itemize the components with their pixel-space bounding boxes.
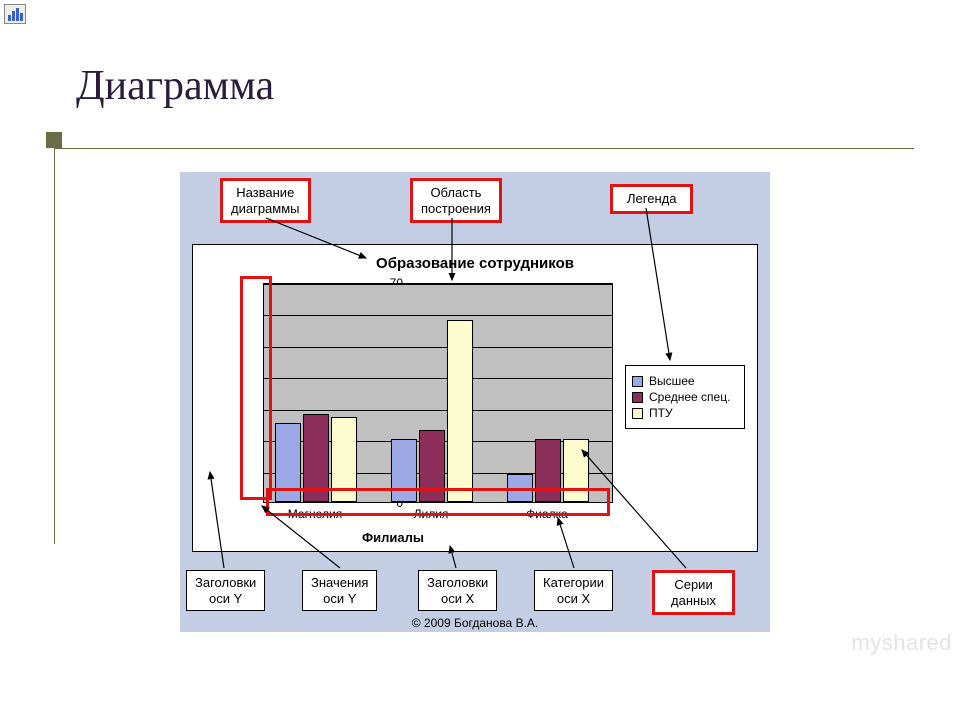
accent-hline [54, 148, 914, 149]
plot-area [263, 283, 613, 503]
legend-item: ПТУ [632, 406, 738, 420]
callout-text: Заголовкиоси Y [195, 575, 256, 606]
highlight-y-values [240, 276, 272, 500]
copyright: © 2009 Богданова В.А. [180, 616, 770, 630]
legend-label: Высшее [649, 374, 695, 388]
callout-text: Названиедиаграммы [231, 185, 300, 216]
callout-data-series: Серииданных [652, 570, 735, 615]
legend-swatch [632, 392, 643, 403]
legend-item: Высшее [632, 374, 738, 388]
chart-icon [4, 4, 26, 24]
bar [447, 320, 473, 502]
callout-text: Серииданных [671, 577, 716, 608]
callout-x-title: Заголовкиоси X [418, 570, 497, 611]
legend-item: Среднее спец. [632, 390, 738, 404]
callout-text: Заголовкиоси X [427, 575, 488, 606]
legend-swatch [632, 376, 643, 387]
accent-vline [54, 148, 55, 544]
highlight-x-categories [266, 488, 610, 516]
legend-swatch [632, 408, 643, 419]
bars-container [264, 284, 612, 502]
chart-title: Образование сотрудников [193, 255, 757, 272]
figure: Названиедиаграммы Областьпостроения Леге… [180, 172, 770, 632]
callout-text: Областьпостроения [421, 185, 491, 216]
page-title: Диаграмма [76, 62, 274, 110]
legend-label: Среднее спец. [649, 390, 730, 404]
callout-plot-area: Областьпостроения [410, 178, 502, 223]
callout-text: Категорииоси X [543, 575, 604, 606]
callout-y-title: Заголовкиоси Y [186, 570, 265, 611]
callout-x-categories: Категорииоси X [534, 570, 613, 611]
callout-chart-title: Названиедиаграммы [220, 178, 311, 223]
legend: Высшее Среднее спец. ПТУ [625, 365, 745, 429]
accent-square [46, 132, 62, 148]
x-axis-title: Филиалы [193, 530, 593, 545]
callout-text: Значенияоси Y [311, 575, 368, 606]
legend-label: ПТУ [649, 406, 673, 420]
callout-y-values: Значенияоси Y [302, 570, 377, 611]
callout-legend: Легенда [610, 184, 693, 214]
callout-text: Легенда [627, 191, 676, 206]
watermark: myshared [851, 630, 952, 656]
